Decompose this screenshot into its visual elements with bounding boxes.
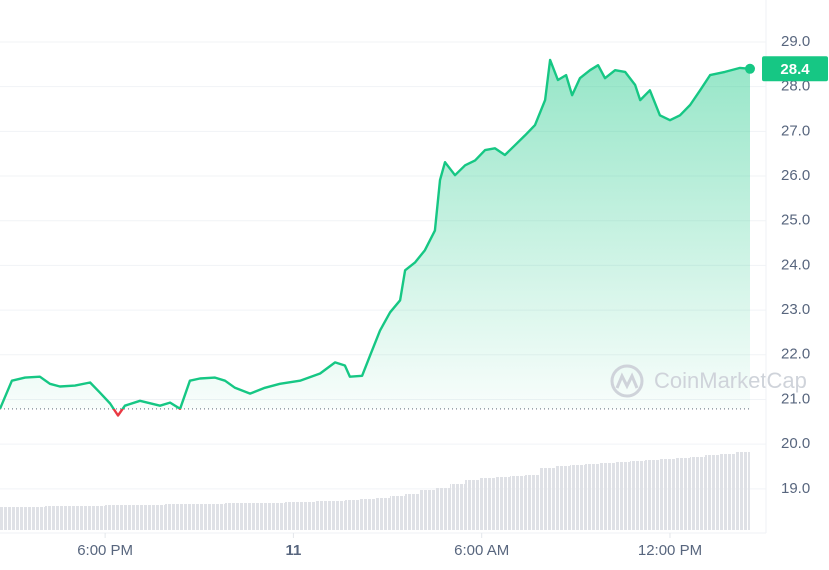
volume-bar xyxy=(225,503,240,530)
plot xyxy=(0,58,755,417)
last-price-dot xyxy=(745,63,755,74)
volume-bar xyxy=(555,466,570,530)
volume-bar xyxy=(735,452,750,530)
watermark-logo-mark xyxy=(615,372,639,390)
volume-bar xyxy=(405,494,420,530)
volume-bar xyxy=(600,463,615,530)
volume-bar xyxy=(30,507,45,530)
volume-bar xyxy=(390,496,405,530)
volume-bar xyxy=(195,504,210,530)
volume-bar xyxy=(15,507,30,530)
x-tick-label: 11 xyxy=(285,542,301,559)
volume-bar xyxy=(465,480,480,530)
volume-bar xyxy=(690,457,705,530)
price-label: 28.4 xyxy=(780,61,810,78)
y-tick-label: 21.0 xyxy=(781,390,810,407)
volume-bar xyxy=(375,498,390,530)
volume-bar xyxy=(675,458,690,530)
volume-bar xyxy=(540,468,555,530)
volume-bar xyxy=(615,462,630,530)
watermark-logo xyxy=(610,364,644,398)
volume-bar xyxy=(90,506,105,530)
volume-bar xyxy=(270,503,285,530)
watermark: CoinMarketCap xyxy=(610,364,807,398)
volume-bar xyxy=(345,500,360,530)
volume-bar xyxy=(0,507,15,530)
volume-bar xyxy=(240,503,255,530)
volume-bar xyxy=(120,505,135,530)
y-tick-label: 26.0 xyxy=(781,167,810,184)
y-tick-label: 23.0 xyxy=(781,301,810,318)
y-tick-label: 27.0 xyxy=(781,122,810,139)
y-tick-label: 19.0 xyxy=(781,480,810,497)
volume-bar xyxy=(75,506,90,530)
y-tick-label: 25.0 xyxy=(781,212,810,229)
volume-bar xyxy=(165,504,180,530)
price-area xyxy=(0,59,750,409)
y-tick-label: 20.0 xyxy=(781,435,810,452)
volume-bar xyxy=(150,505,165,530)
x-tick-label: 12:00 PM xyxy=(638,542,702,559)
volume-bar xyxy=(525,475,540,530)
volume-bar xyxy=(255,503,270,530)
volume-bar xyxy=(645,460,660,530)
volume-bar xyxy=(435,488,450,530)
volume-bar xyxy=(480,478,495,530)
axes: 19.0 20.0 21.0 22.0 23.0 24.0 25.0 26.0 27.0 28.0… xyxy=(0,0,828,559)
volume-bar xyxy=(585,464,600,530)
y-tick-label: 29.0 xyxy=(781,33,810,50)
volume-bar xyxy=(300,502,315,530)
volume-bar xyxy=(360,499,375,530)
volume-bar xyxy=(180,504,195,530)
volume-bar xyxy=(720,454,735,530)
volume-bar xyxy=(60,506,75,530)
y-tick-label: 24.0 xyxy=(781,256,810,273)
volume-bar xyxy=(570,465,585,530)
watermark-text: CoinMarketCap xyxy=(654,368,807,393)
price-label-box xyxy=(762,56,828,82)
volume-bar xyxy=(630,461,645,530)
volume-bar xyxy=(420,490,435,530)
volume-bar xyxy=(315,501,330,530)
volume-bar xyxy=(450,484,465,530)
y-tick-label: 28.0 xyxy=(781,78,810,95)
volume-bar xyxy=(210,504,225,530)
volume-bar xyxy=(495,477,510,530)
price-line xyxy=(0,58,751,417)
volume-bar xyxy=(135,505,150,530)
volume-bar xyxy=(45,506,60,530)
volume-bar xyxy=(510,476,525,530)
y-tick-label: 22.0 xyxy=(781,346,810,363)
volume-bar xyxy=(705,455,720,530)
grid xyxy=(0,41,766,490)
x-tick-label: 6:00 PM xyxy=(77,542,133,559)
volume-bar xyxy=(105,505,120,530)
volume-bars xyxy=(0,452,750,530)
x-tick-label: 6:00 AM xyxy=(454,542,509,559)
volume-bar xyxy=(660,459,675,530)
volume-bar xyxy=(285,502,300,530)
volume-bar xyxy=(330,501,345,530)
